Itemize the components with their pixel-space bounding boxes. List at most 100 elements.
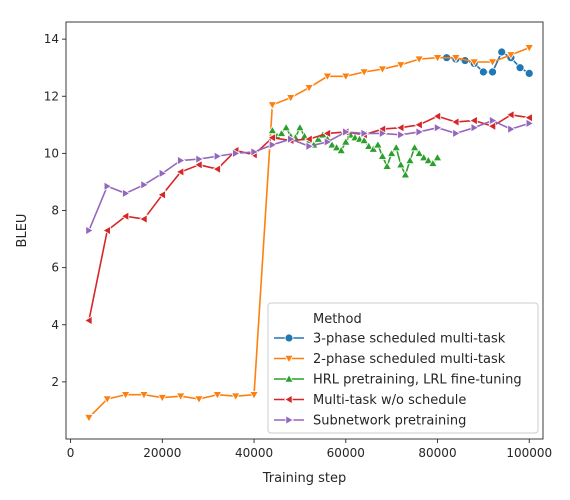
data-point xyxy=(313,134,324,143)
data-point xyxy=(281,122,292,132)
data-point xyxy=(120,391,131,400)
data-point xyxy=(267,132,276,143)
data-point xyxy=(524,112,533,123)
data-point xyxy=(120,211,130,222)
legend-entry-subnetwork-pretraining: Subnetwork pretraining xyxy=(274,414,466,429)
data-point xyxy=(487,121,497,132)
y-tick-label: 6 xyxy=(51,261,59,275)
plot-area xyxy=(83,44,535,423)
x-tick-label: 80000 xyxy=(418,446,456,460)
legend-label: 3-phase scheduled multi-task xyxy=(313,332,506,347)
data-point xyxy=(395,61,406,70)
data-point xyxy=(397,129,406,140)
x-tick-label: 40000 xyxy=(235,446,273,460)
data-point xyxy=(267,101,278,110)
y-axis-title: BLEU xyxy=(15,214,30,248)
x-tick-label: 100000 xyxy=(506,446,552,460)
data-point xyxy=(391,142,402,152)
data-point xyxy=(414,55,425,65)
legend-marker xyxy=(285,415,295,425)
data-point xyxy=(83,315,93,326)
y-tick-label: 2 xyxy=(51,375,59,389)
data-point xyxy=(175,392,186,402)
data-point xyxy=(487,58,498,67)
data-point xyxy=(158,168,168,179)
data-point xyxy=(418,152,429,162)
data-point xyxy=(507,124,516,134)
data-point xyxy=(323,137,333,147)
data-point xyxy=(138,214,148,224)
axes-frame xyxy=(65,21,544,440)
data-point xyxy=(359,68,370,77)
data-point xyxy=(469,58,480,67)
data-point xyxy=(322,128,331,139)
legend-title: Method xyxy=(313,312,362,327)
data-point xyxy=(378,128,388,139)
data-point xyxy=(524,44,535,53)
data-point xyxy=(363,141,374,150)
data-point xyxy=(139,391,149,400)
legend: Method 3-phase scheduled multi-task 2-pha… xyxy=(267,302,539,434)
data-point xyxy=(432,111,442,122)
data-point xyxy=(386,148,397,157)
data-point xyxy=(497,47,507,57)
data-point xyxy=(84,414,94,423)
data-point xyxy=(450,54,461,63)
data-point xyxy=(276,128,287,137)
x-axis-title: Training step xyxy=(262,471,347,486)
data-point xyxy=(212,164,221,174)
data-point xyxy=(230,392,241,402)
legend-label: HRL pretraining, LRL fine-tuning xyxy=(313,373,522,388)
data-point xyxy=(340,136,351,146)
y-tick-label: 12 xyxy=(44,89,59,103)
data-point xyxy=(336,145,347,155)
data-point xyxy=(395,122,405,133)
data-point xyxy=(194,159,203,170)
data-point xyxy=(488,67,497,77)
data-point xyxy=(414,119,423,130)
data-point xyxy=(432,54,443,63)
y-tick-label: 14 xyxy=(44,32,59,46)
data-point xyxy=(377,151,388,160)
legend-entry-3-phase-scheduled-multi-task: 3-phase scheduled multi-task xyxy=(274,332,506,347)
legend-entry-2-phase-scheduled-multi-task: 2-phase scheduled multi-task xyxy=(274,352,506,367)
legend-label: Subnetwork pretraining xyxy=(313,414,466,429)
legend-marker xyxy=(284,333,294,343)
data-point xyxy=(249,391,259,400)
data-point xyxy=(400,169,411,179)
data-point xyxy=(295,122,305,132)
data-point xyxy=(340,72,351,82)
data-point xyxy=(102,395,113,405)
y-tick-label: 4 xyxy=(51,318,59,332)
data-point xyxy=(452,128,461,139)
data-point xyxy=(232,148,241,159)
data-point xyxy=(524,69,534,78)
data-point xyxy=(414,148,425,157)
data-point xyxy=(122,188,131,199)
data-point xyxy=(469,115,478,126)
series-line xyxy=(446,51,530,75)
series-2-phase-scheduled-multi-task xyxy=(84,44,535,423)
data-point xyxy=(195,154,205,164)
data-point xyxy=(488,115,498,126)
legend-box xyxy=(267,302,539,434)
data-point xyxy=(287,134,296,144)
data-point xyxy=(177,155,186,166)
data-point xyxy=(505,109,515,120)
data-point xyxy=(382,161,392,170)
data-point xyxy=(368,144,379,153)
data-point xyxy=(213,151,223,162)
legend-marker xyxy=(283,394,293,405)
x-tick-label: 20000 xyxy=(143,446,181,460)
data-point xyxy=(194,395,204,405)
data-point xyxy=(267,125,278,135)
data-point xyxy=(322,72,333,82)
data-point xyxy=(525,118,535,129)
data-point xyxy=(405,155,415,165)
legend-marker xyxy=(284,373,294,383)
data-point xyxy=(415,127,425,137)
data-point xyxy=(478,67,488,77)
data-point xyxy=(372,139,383,149)
data-point xyxy=(342,127,351,137)
